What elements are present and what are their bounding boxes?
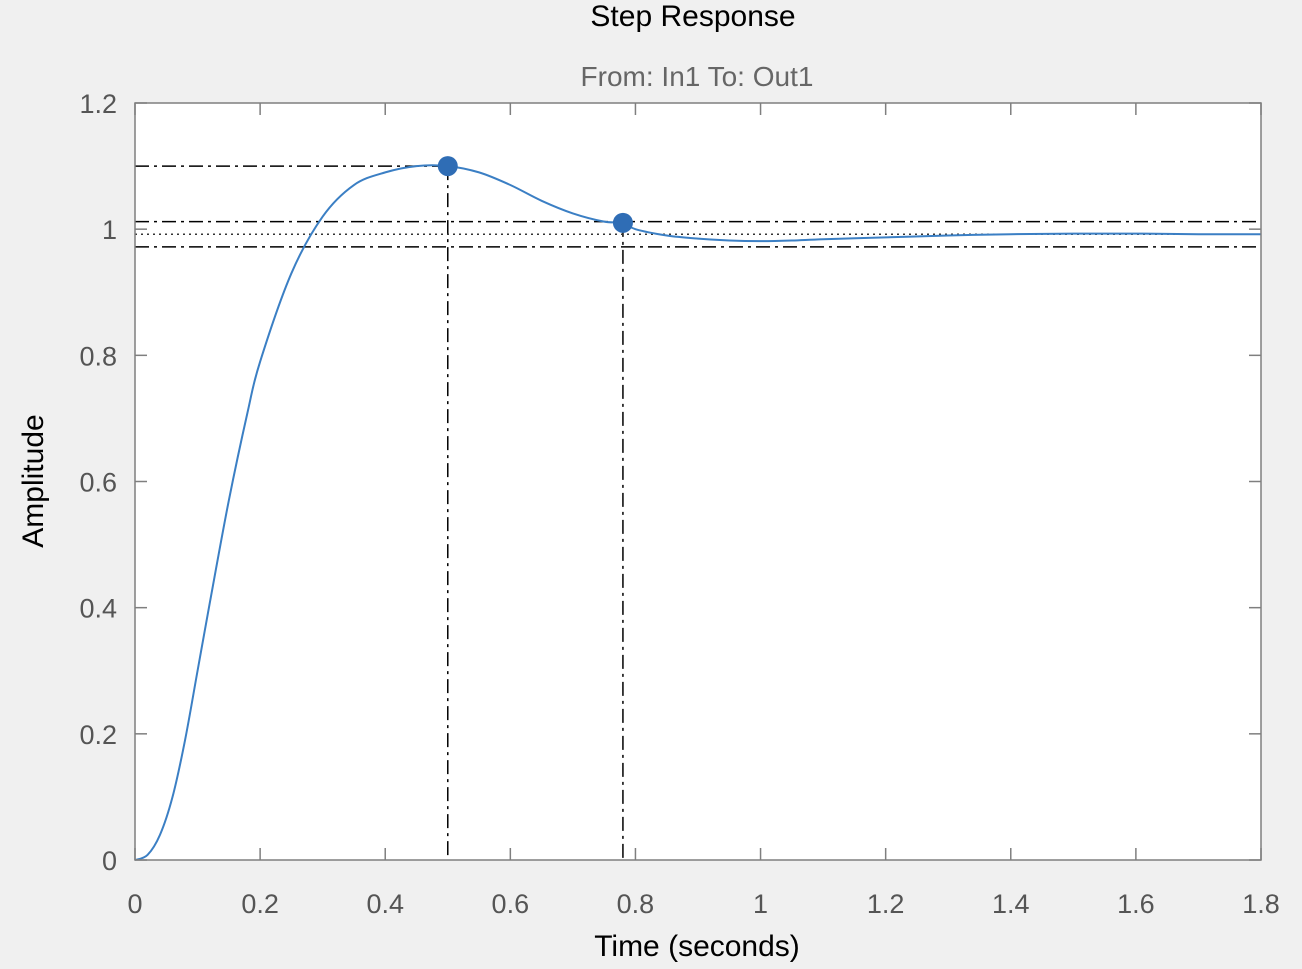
x-tick-label: 1.6 xyxy=(1117,889,1155,919)
y-tick-label: 0.8 xyxy=(79,341,117,371)
y-tick-label: 0.2 xyxy=(79,720,117,750)
x-tick-label: 0 xyxy=(127,889,142,919)
y-axis-label: Amplitude xyxy=(17,414,50,547)
chart-title: Step Response xyxy=(590,0,795,33)
x-axis-label: Time (seconds) xyxy=(594,930,800,963)
series-layer xyxy=(134,164,1262,861)
marker-layer xyxy=(437,156,633,233)
x-tick-label: 0.2 xyxy=(241,889,279,919)
plot-area xyxy=(135,103,1261,860)
y-tick-label: 0.6 xyxy=(79,468,117,498)
x-tick-label: 1.2 xyxy=(867,889,905,919)
y-tick-label: 1.2 xyxy=(79,89,117,119)
x-tick-label: 0.6 xyxy=(492,889,530,919)
step-response-series-0 xyxy=(134,164,1262,861)
settling-marker[interactable] xyxy=(612,212,633,233)
chart-subtitle: From: In1 To: Out1 xyxy=(581,61,814,92)
y-tick-label: 0 xyxy=(102,846,117,876)
x-tick-label: 1.8 xyxy=(1242,889,1280,919)
y-tick-label: 1 xyxy=(102,215,117,245)
x-tick-label: 1.4 xyxy=(992,889,1030,919)
ticks-layer: 0 0.2 0.4 0.6 0.8 1 1.2 1.4 1.6 1.8 0 0.2 0.4 0.6 0.8 1… xyxy=(79,89,1279,919)
y-tick-label: 0.4 xyxy=(79,594,117,624)
x-tick-label: 1 xyxy=(753,889,768,919)
peak-marker[interactable] xyxy=(437,156,458,177)
x-tick-label: 0.8 xyxy=(617,889,655,919)
plot-frame xyxy=(134,102,1262,861)
x-tick-label: 0.4 xyxy=(366,889,404,919)
reference-lines xyxy=(135,165,1261,860)
